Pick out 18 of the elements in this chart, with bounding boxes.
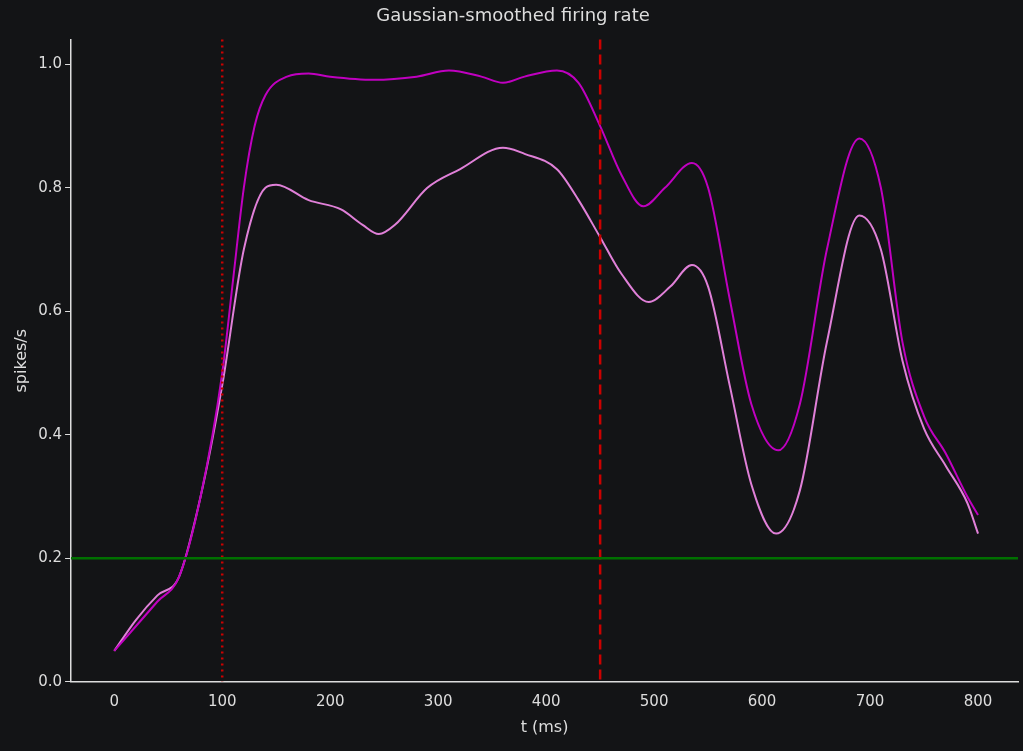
x-tick-label: 800 bbox=[963, 691, 993, 710]
y-tick-label: 0.0 bbox=[38, 671, 63, 690]
x-tick-label: 500 bbox=[639, 691, 669, 710]
y-tick-label: 0.8 bbox=[38, 177, 63, 196]
x-tick-label: 300 bbox=[423, 691, 453, 710]
x-tick-label: 0 bbox=[109, 691, 120, 710]
y-tick-label: 0.4 bbox=[38, 424, 63, 443]
y-tick-label: 1.0 bbox=[38, 54, 63, 73]
x-tick-label: 600 bbox=[747, 691, 777, 710]
x-tick-label: 200 bbox=[315, 691, 345, 710]
y-tick-label: 0.2 bbox=[38, 548, 63, 567]
x-tick-label: 700 bbox=[855, 691, 885, 710]
x-tick-label: 100 bbox=[207, 691, 237, 710]
y-axis-title: spikes/s bbox=[10, 328, 30, 393]
x-tick-label: 400 bbox=[531, 691, 561, 710]
chart-title: Gaussian-smoothed firing rate bbox=[376, 4, 650, 26]
x-axis-title: t (ms) bbox=[520, 716, 569, 736]
y-tick-label: 0.6 bbox=[38, 301, 63, 320]
